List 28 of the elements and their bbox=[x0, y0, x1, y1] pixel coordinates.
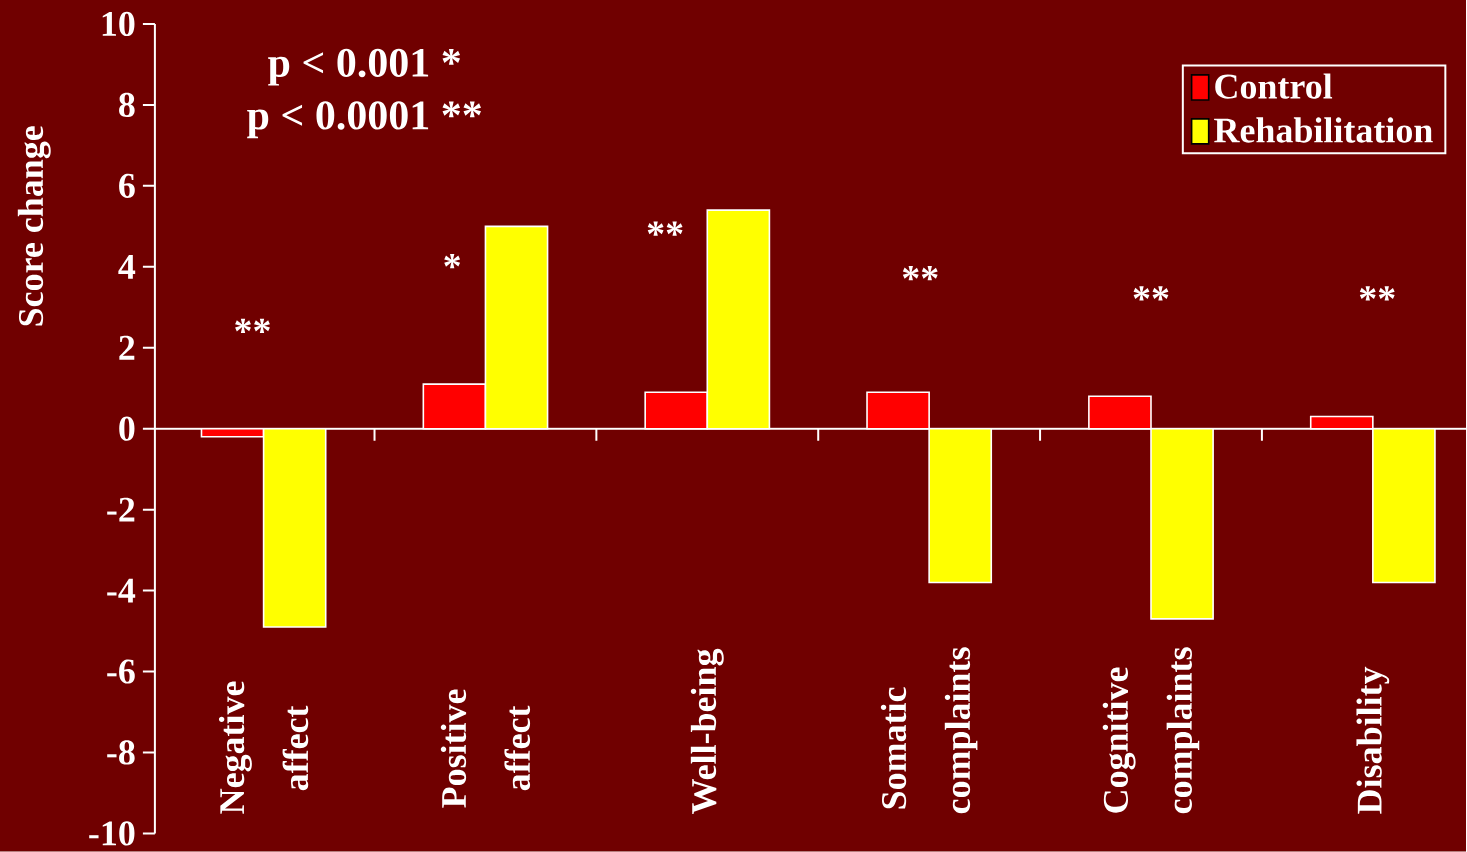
y-tick-label: 0 bbox=[119, 416, 135, 441]
x-tick-label: Somatic complaints bbox=[880, 647, 978, 814]
y-tick-label: 10 bbox=[102, 11, 135, 36]
y-tick-label: -4 bbox=[107, 578, 136, 603]
y-tick-label: 2 bbox=[119, 335, 135, 360]
y-tick-label: -8 bbox=[107, 740, 135, 765]
y-axis-title: Score change bbox=[17, 126, 51, 326]
y-tick-label: -6 bbox=[107, 659, 135, 684]
y-tick-label: -2 bbox=[107, 497, 135, 522]
y-tick-label: 6 bbox=[119, 173, 135, 198]
x-tick-label: Well-being bbox=[690, 648, 724, 814]
annotation: * bbox=[444, 253, 461, 269]
annotation: p < 0.001 * bbox=[268, 48, 461, 86]
y-tick-label: 8 bbox=[119, 92, 135, 117]
y-tick-label: -10 bbox=[89, 821, 135, 846]
annotation: ** bbox=[1359, 286, 1395, 301]
legend-label: Control bbox=[1215, 73, 1333, 99]
annotation: ** bbox=[902, 265, 938, 281]
annotation: p < 0.0001 ** bbox=[247, 101, 481, 139]
x-tick-label: Negative affect bbox=[218, 681, 309, 814]
annotation: ** bbox=[235, 318, 270, 333]
x-tick-label: Disability bbox=[1356, 666, 1390, 814]
legend-label: Rehabilitation bbox=[1214, 117, 1433, 143]
x-tick-label: Positive affect bbox=[440, 689, 531, 808]
annotation: ** bbox=[647, 221, 683, 236]
y-tick-label: 4 bbox=[118, 254, 136, 279]
x-tick-label: Cognitive complaints bbox=[1102, 647, 1200, 814]
annotation: ** bbox=[1133, 286, 1169, 301]
